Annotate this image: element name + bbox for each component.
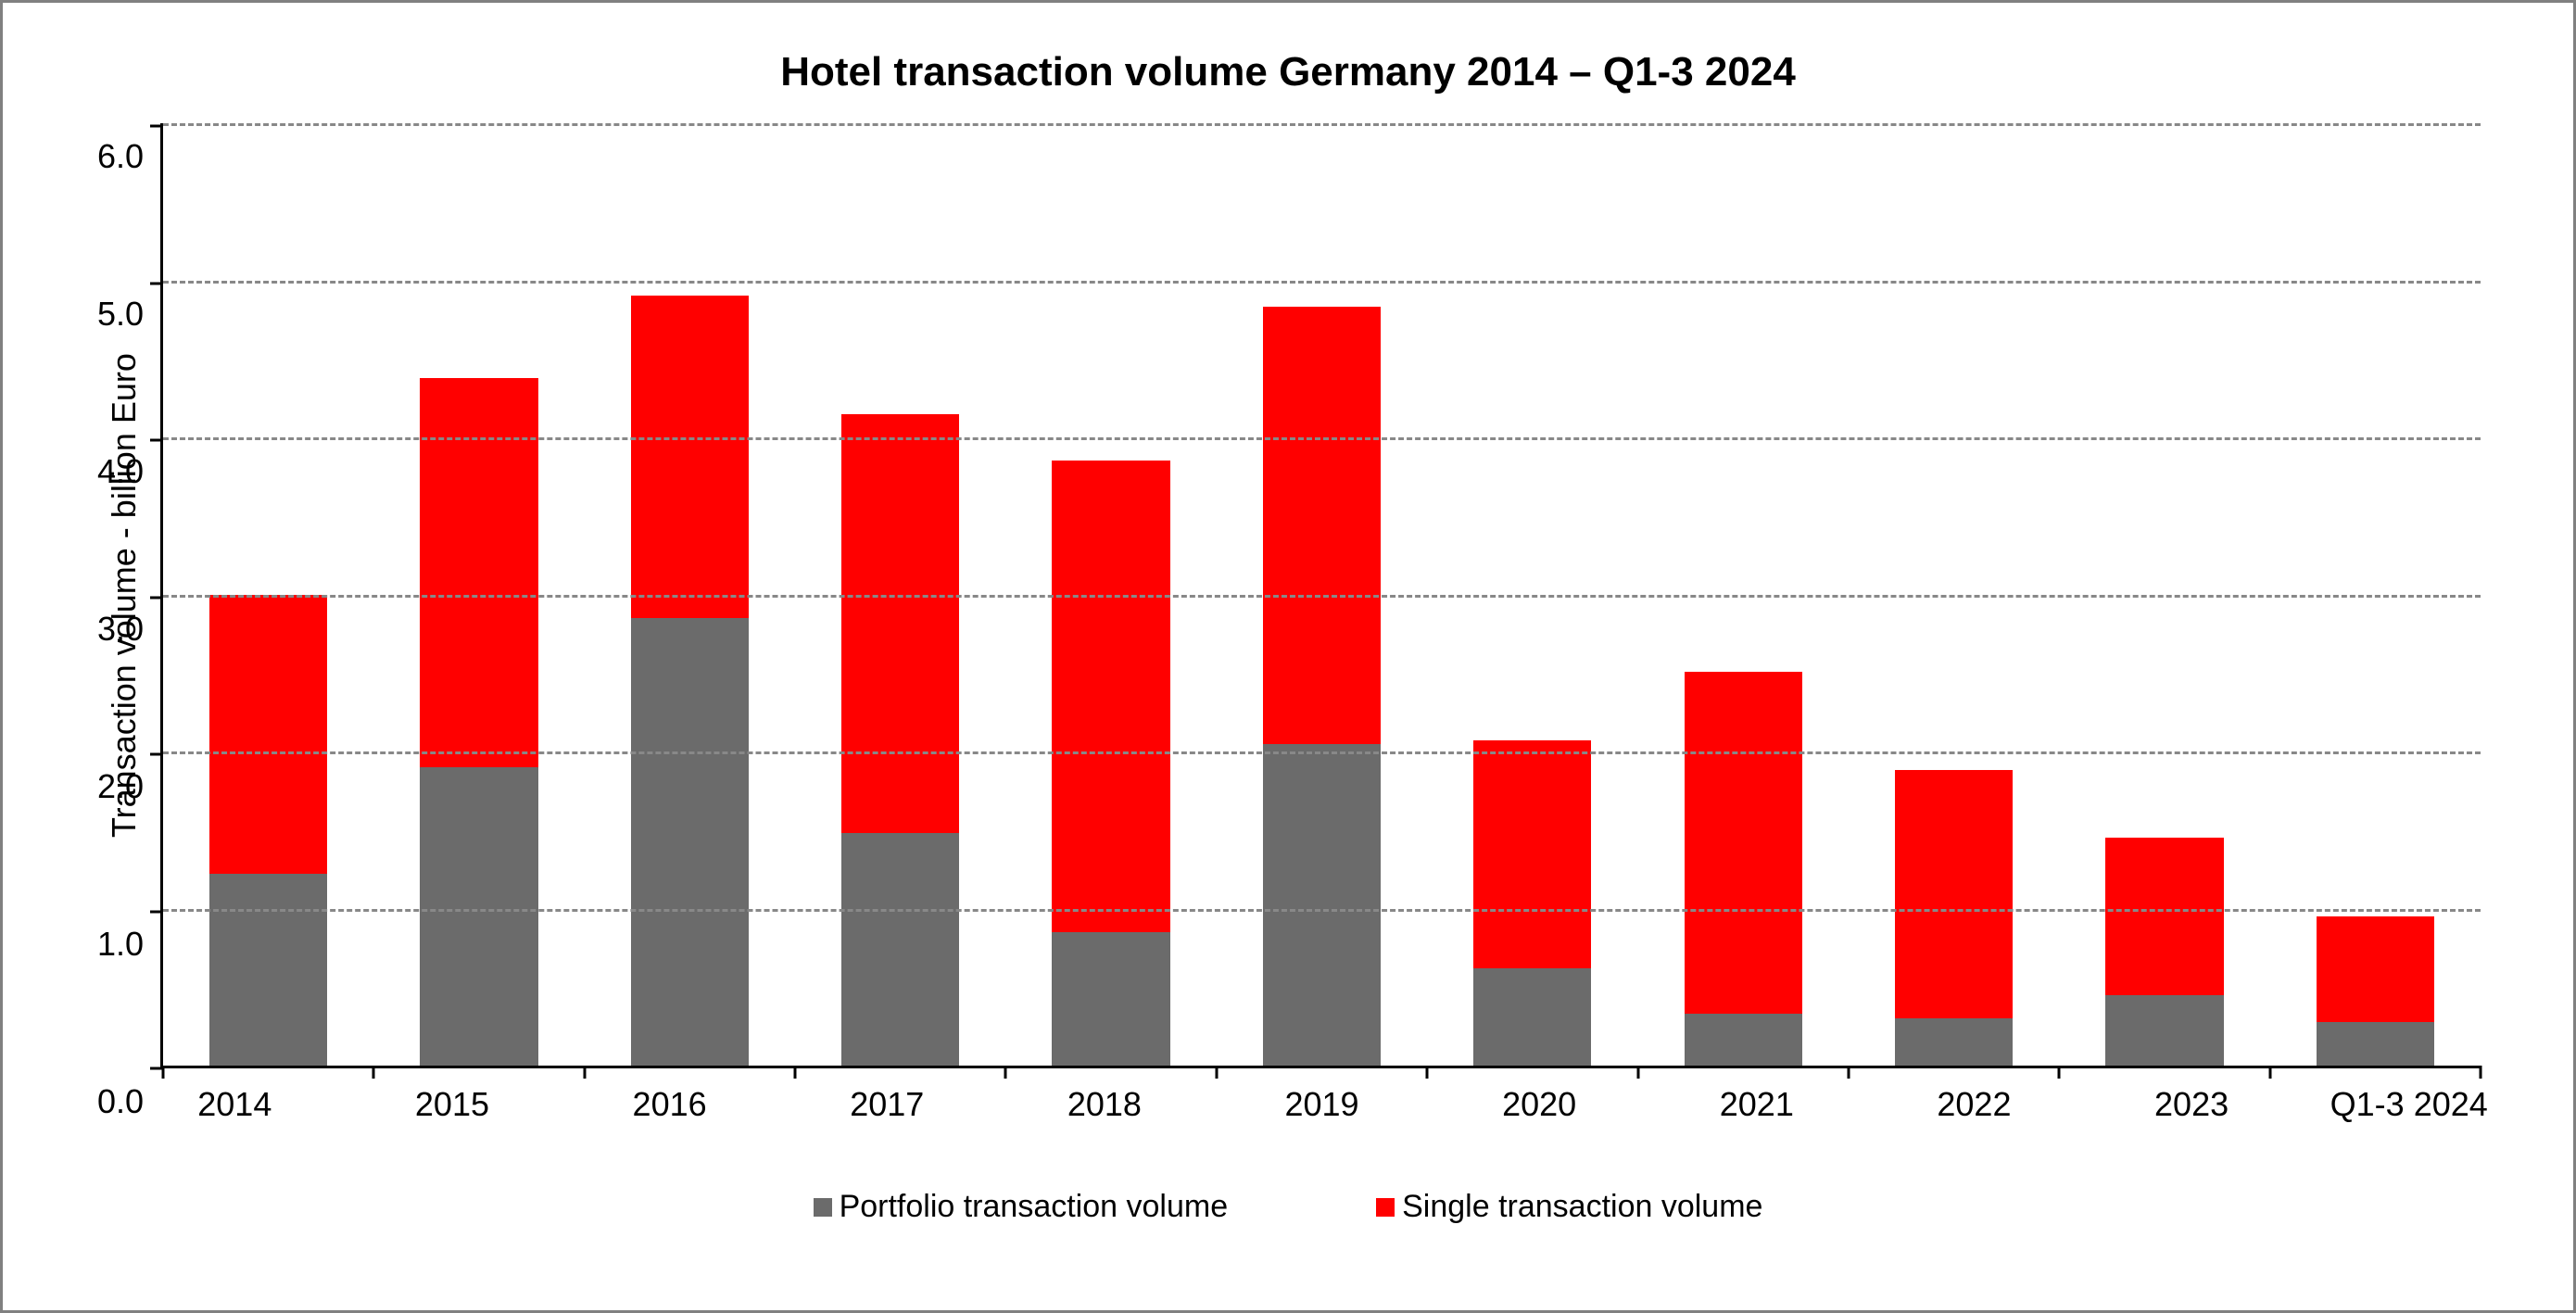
x-tick-label: 2022: [1865, 1085, 2083, 1124]
bar-segment: [1685, 672, 1802, 1015]
bar-segment: [1052, 461, 1169, 932]
bar-segment: [420, 378, 537, 767]
y-tick-mark: [150, 439, 163, 442]
x-tick-mark: [2480, 1066, 2482, 1079]
x-tick-mark: [373, 1066, 375, 1079]
legend-label: Single transaction volume: [1402, 1189, 1762, 1225]
chart-body: Transaction volume - billion Euro 0.01.0…: [95, 123, 2481, 1068]
bar-segment: [1685, 1014, 1802, 1066]
bar-segment: [209, 595, 327, 875]
bar-segment: [420, 767, 537, 1066]
x-tick-label: 2014: [126, 1085, 344, 1124]
gridline: [163, 437, 2481, 440]
x-tick-mark: [2058, 1066, 2061, 1079]
bar-segment: [2317, 916, 2434, 1022]
bar-segment: [209, 874, 327, 1066]
gridline: [163, 595, 2481, 598]
x-tick-label: Q1-3 2024: [2300, 1085, 2518, 1124]
x-tick-mark: [1426, 1066, 1429, 1079]
plot-area: [160, 123, 2481, 1068]
y-tick-label: 2.0: [97, 770, 144, 803]
gridline: [163, 751, 2481, 754]
x-tick-label: 2023: [2083, 1085, 2301, 1124]
y-tick-label: 5.0: [97, 297, 144, 331]
bar-segment: [1473, 968, 1591, 1066]
chart-title: Hotel transaction volume Germany 2014 – …: [58, 49, 2518, 95]
bar-segment: [2317, 1022, 2434, 1066]
gridline: [163, 281, 2481, 284]
bar-segment: [841, 833, 959, 1066]
y-tick-mark: [150, 282, 163, 284]
x-tick-mark: [162, 1066, 165, 1079]
x-tick-label: 2017: [778, 1085, 996, 1124]
gridline: [163, 909, 2481, 912]
legend-swatch: [1376, 1198, 1395, 1217]
legend-label: Portfolio transaction volume: [840, 1189, 1229, 1225]
bar-segment: [631, 618, 749, 1066]
bar-segment: [2105, 995, 2223, 1066]
x-tick-label: 2016: [561, 1085, 778, 1124]
y-tick-label: 4.0: [97, 455, 144, 488]
bar-segment: [841, 414, 959, 834]
x-tick-mark: [794, 1066, 797, 1079]
bar-segment: [1895, 1018, 2013, 1066]
x-tick-label: 2018: [996, 1085, 1214, 1124]
y-tick-label: 0.0: [97, 1085, 144, 1118]
x-axis-labels: 2014201520162017201820192020202120222023…: [126, 1085, 2518, 1124]
x-tick-mark: [1636, 1066, 1639, 1079]
legend-item: Single transaction volume: [1376, 1189, 1762, 1225]
x-tick-label: 2015: [344, 1085, 562, 1124]
bar-segment: [631, 296, 749, 617]
bar-segment: [1895, 770, 2013, 1018]
chart-frame: Hotel transaction volume Germany 2014 – …: [0, 0, 2576, 1313]
legend: Portfolio transaction volume Single trans…: [58, 1189, 2518, 1225]
y-tick-label: 6.0: [97, 140, 144, 173]
legend-swatch: [814, 1198, 832, 1217]
legend-item: Portfolio transaction volume: [814, 1189, 1229, 1225]
y-tick-label: 3.0: [97, 612, 144, 646]
x-tick-mark: [1847, 1066, 1850, 1079]
y-tick-mark: [150, 125, 163, 128]
y-tick-mark: [150, 910, 163, 913]
x-tick-label: 2021: [1648, 1085, 1865, 1124]
x-tick-mark: [1215, 1066, 1218, 1079]
x-axis: 2014201520162017201820192020202120222023…: [58, 1085, 2518, 1124]
x-tick-label: 2019: [1213, 1085, 1431, 1124]
bar-segment: [2105, 838, 2223, 995]
bar-segment: [1263, 744, 1381, 1066]
y-tick-mark: [150, 753, 163, 756]
bar-segment: [1263, 307, 1381, 743]
y-tick-mark: [150, 596, 163, 599]
bar-segment: [1473, 740, 1591, 968]
bar-segment: [1052, 932, 1169, 1066]
y-tick-label: 1.0: [97, 928, 144, 961]
x-tick-mark: [2268, 1066, 2271, 1079]
gridline: [163, 123, 2481, 126]
x-tick-label: 2020: [1431, 1085, 1648, 1124]
x-tick-mark: [583, 1066, 586, 1079]
x-tick-mark: [1004, 1066, 1007, 1079]
